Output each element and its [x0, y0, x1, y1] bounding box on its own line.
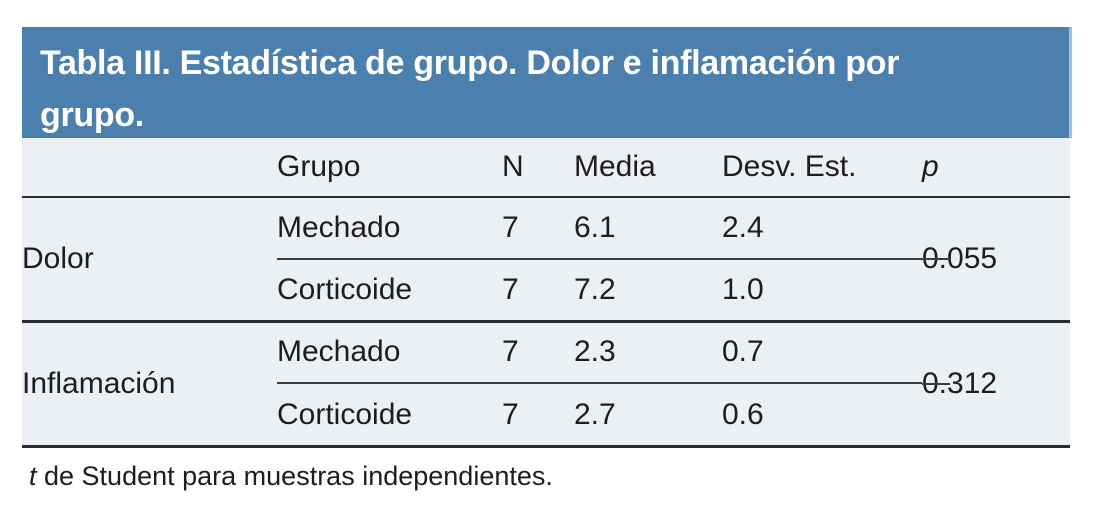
cell-n: 7 — [502, 197, 574, 260]
header-row: Grupo N Media Desv. Est. p — [22, 138, 1070, 198]
table-row-inflamacion-corticoide: Corticoide 7 2.7 0.6 — [22, 383, 1070, 445]
statistics-table-container: Grupo N Media Desv. Est. p Dolor Mechado… — [22, 138, 1070, 448]
cell-media: 6.1 — [574, 197, 722, 260]
cell-p-value-dolor: 0.055 — [922, 197, 1070, 321]
row-label-dolor: Dolor — [22, 241, 94, 275]
cell-grupo: Corticoide — [277, 272, 413, 306]
table-row-inflamacion-mechado: Inflamación Mechado 7 2.3 0.7 0.312 — [22, 319, 1070, 445]
cell-grupo: Mechado — [277, 197, 502, 260]
table-title-band: Tabla III. Estadística de grupo. Dolor e… — [22, 27, 1072, 138]
cell-p-value-inflamacion: 0.312 — [922, 319, 1070, 445]
table-footnote: t de Student para muestras independiente… — [29, 458, 553, 494]
cell-desv-est: 0.7 — [722, 319, 922, 384]
cell-desv-est: 2.4 — [722, 197, 922, 260]
cell-grupo: Corticoide — [277, 397, 413, 431]
cell-desv-est: 1.0 — [722, 272, 764, 306]
table-row-dolor-mechado: Dolor Mechado 7 6.1 2.4 0.055 — [22, 197, 1070, 275]
footnote-text: de Student para muestras independientes. — [36, 461, 553, 491]
table-title-line-2: grupo. — [40, 96, 144, 134]
cell-n: 7 — [502, 272, 519, 306]
table-row-dolor-corticoide: Corticoide 7 7.2 1.0 — [22, 259, 1070, 321]
col-header-desv-est: Desv. Est. — [722, 138, 922, 198]
row-label-inflamacion: Inflamación — [22, 319, 277, 445]
cell-desv-est: 0.6 — [722, 397, 764, 431]
cell-grupo: Mechado — [277, 319, 502, 384]
statistics-table: Grupo N Media Desv. Est. p Dolor Mechado… — [22, 138, 1070, 445]
cell-media: 7.2 — [574, 272, 616, 306]
table-title-line-1: Tabla III. Estadística de grupo. Dolor e… — [40, 44, 900, 82]
col-header-n: N — [502, 138, 574, 198]
col-header-empty — [22, 138, 277, 198]
cell-media: 2.3 — [574, 319, 722, 384]
cell-media: 2.7 — [574, 397, 616, 431]
col-header-grupo: Grupo — [277, 138, 502, 198]
col-header-p: p — [922, 138, 1070, 198]
cell-n: 7 — [502, 397, 519, 431]
table-title: Tabla III. Estadística de grupo. Dolor e… — [40, 37, 1069, 141]
cell-n: 7 — [502, 319, 574, 384]
col-header-media: Media — [574, 138, 722, 198]
footnote-t-symbol: t — [29, 461, 37, 491]
